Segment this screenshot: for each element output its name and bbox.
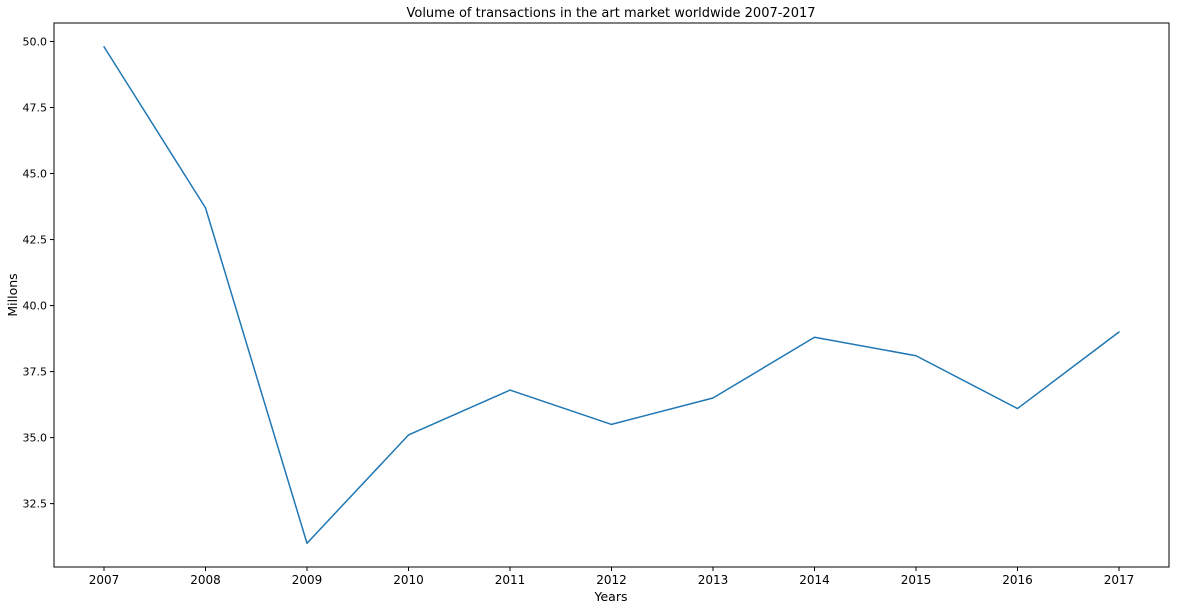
y-tick-label: 42.5 xyxy=(23,234,48,247)
chart-title: Volume of transactions in the art market… xyxy=(406,6,815,21)
y-axis-label: Millons xyxy=(5,273,20,316)
x-tick-label: 2009 xyxy=(292,573,323,587)
y-tick-label: 45.0 xyxy=(23,168,48,181)
x-tick-label: 2010 xyxy=(393,573,424,587)
x-tick-label: 2012 xyxy=(596,573,627,587)
y-tick-label: 35.0 xyxy=(23,432,48,445)
x-tick-label: 2016 xyxy=(1002,573,1033,587)
x-tick-label: 2008 xyxy=(190,573,221,587)
y-tick-label: 37.5 xyxy=(23,366,48,379)
series-layer xyxy=(103,46,1120,544)
x-axis-label: Years xyxy=(594,589,628,604)
y-axis: 32.5 35.0 37.5 40.0 42.5 45.0 47.5 50.0 xyxy=(23,35,54,511)
y-tick-label: 40.0 xyxy=(23,300,48,313)
y-tick-label: 50.0 xyxy=(23,35,48,48)
x-tick-label: 2014 xyxy=(799,573,830,587)
x-tick-label: 2017 xyxy=(1104,573,1135,587)
x-tick-label: 2013 xyxy=(698,573,729,587)
plot-area-frame xyxy=(53,22,1170,568)
series-line xyxy=(103,46,1120,544)
x-axis: 2007 2008 2009 2010 2011 2012 2013 2014 2015 2016… xyxy=(89,567,1135,587)
x-tick-label: 2011 xyxy=(495,573,526,587)
x-tick-label: 2015 xyxy=(901,573,932,587)
y-tick-label: 32.5 xyxy=(23,498,48,511)
x-tick-label: 2007 xyxy=(89,573,120,587)
y-tick-label: 47.5 xyxy=(23,102,48,115)
